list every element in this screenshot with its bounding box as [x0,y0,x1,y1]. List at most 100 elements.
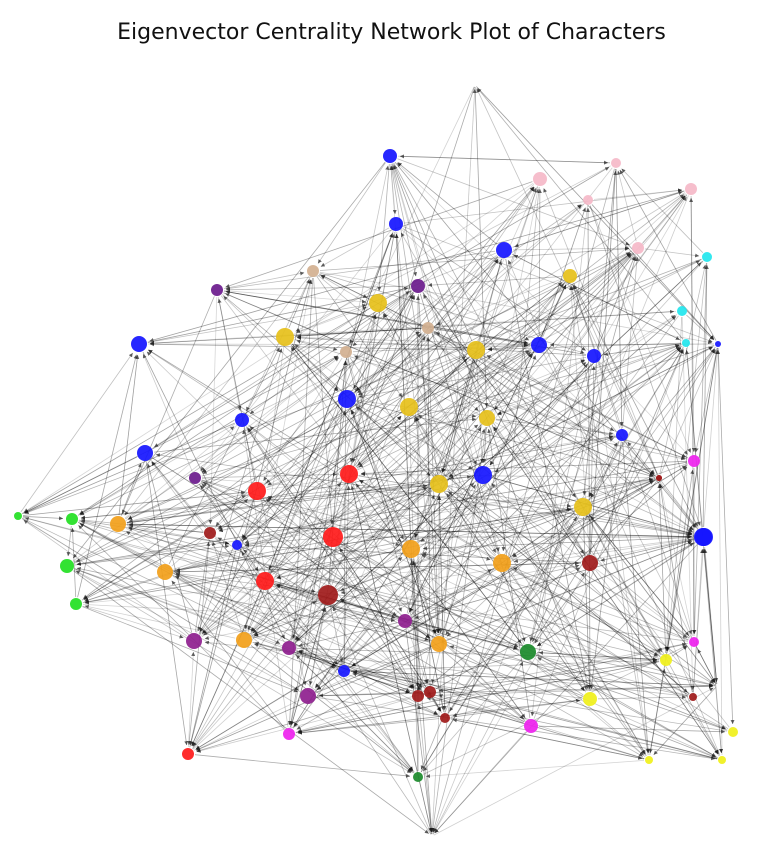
edge-n18-n20 [294,339,338,351]
edge-n52-n80 [173,477,654,571]
edge-n61-n77 [350,670,714,688]
edge-n5-n19 [149,190,685,342]
edge-n17-n18 [296,328,422,338]
edge-n67-n68 [597,695,687,700]
edge-n45-n66 [338,546,442,712]
edge-n45-n44 [244,537,323,546]
edge-n61-n70 [316,674,339,691]
edge-n42-n37 [126,475,472,524]
edge-n79-n75 [704,546,724,754]
edge-n71-n5 [192,195,686,750]
edge-n11-n14 [427,276,563,288]
edge-n20-n22 [352,343,529,353]
edge-n41-n64 [78,521,411,693]
edge-n16-n25 [686,314,714,341]
edge-n68-n26 [355,406,690,695]
edge-n3-n36 [442,186,538,473]
edge-n9-n4 [617,170,637,242]
edge-n47-n10 [702,264,709,528]
edge-n52-n50 [173,561,580,573]
edge-n25-n32 [694,347,718,453]
edge-n26-n57 [199,407,343,632]
edge-n59-n72 [422,658,523,772]
edge-n16-n62 [664,316,683,652]
node-n75 [718,756,726,764]
edge-n33-n59 [201,480,519,648]
edge-n57-n43 [194,541,211,633]
edge-n23-n9 [596,256,635,349]
edge-n31-n59 [532,441,620,643]
edge-n60-n18 [294,343,690,639]
edge-n77-n42 [128,526,716,686]
edge-n53-n31 [274,438,614,578]
edge-n5-n32 [690,195,696,453]
edge-n9-n37 [489,253,635,466]
edge-n4-n18 [295,165,611,332]
edge-n69-n29 [487,428,531,719]
edge-n13-n43 [208,296,218,525]
edge-n60-n39 [590,516,691,638]
node-n15 [369,294,387,312]
node-n39 [574,498,592,516]
edge-n80-n79 [661,480,698,528]
edge-n63-n62 [296,647,658,662]
edge-n63-n66 [296,650,438,716]
edge-n16-n19 [149,311,677,346]
edge-n55-n65 [407,628,428,684]
node-n21 [467,341,485,359]
edge-n70-n50 [315,567,581,693]
edge-n58-n53 [276,584,431,642]
edge-n18-n26 [291,343,339,391]
edge-n72-n33 [200,484,415,773]
edge-n22-n3 [537,188,542,337]
edge-n6-n5 [593,188,683,200]
edge-n2-n14 [391,163,418,277]
edge-n18-n12 [288,279,310,328]
edge-n37-n79 [492,477,693,535]
node-n30 [137,445,153,461]
edge-n12-n25 [319,271,713,345]
edge-n49-n71 [195,567,494,750]
edge-n40-n63 [22,517,281,644]
edge-n56-n51 [84,604,236,639]
edge-n29-n47 [494,421,693,532]
edge-n8-n9 [512,246,630,251]
edge-n62-n65 [438,660,660,693]
edge-n77-n60 [697,648,717,685]
edge-n39-n70 [316,512,576,691]
edge-n74-n65 [438,693,645,759]
node-n54 [318,585,338,605]
edge-n22-n13 [225,290,531,344]
edge-n21-n36 [441,359,474,473]
node-n33 [189,472,201,484]
edge-n66-n31 [447,442,618,714]
edge-n31-n43 [218,436,616,532]
edge-n7-n23 [402,228,586,351]
edge-n29-n76 [431,426,487,833]
edge-n49-n36 [446,493,497,556]
edge-n73-n19 [147,349,729,730]
edge-n18-n15 [294,306,367,334]
edge-n79-n54 [340,538,695,595]
edge-n51-n21 [81,356,467,601]
edge-n20-n58 [347,358,437,634]
edge-n54-n22 [334,353,533,587]
edge-n55-n63 [298,622,398,647]
edge-n10-n42 [127,259,702,520]
edge-n67-n78 [297,699,583,735]
edge-n61-n32 [349,465,687,668]
edge-n11-n17 [436,278,563,326]
edge-n63-n10 [294,262,702,643]
node-n44 [232,540,242,550]
edge-n72-n60 [423,645,687,775]
edge-n33-n24 [201,344,680,477]
edge-n68-n47 [692,548,705,693]
edge-n71-n11 [192,283,565,749]
edge-n3-n13 [225,181,533,288]
edge-n16-n36 [448,314,678,478]
edge-n14-n39 [422,292,577,498]
edge-n74-n27 [415,416,647,757]
edge-n11-n60 [572,283,693,635]
edge-n70-n48 [75,570,301,693]
edge-n27-n49 [413,415,497,553]
